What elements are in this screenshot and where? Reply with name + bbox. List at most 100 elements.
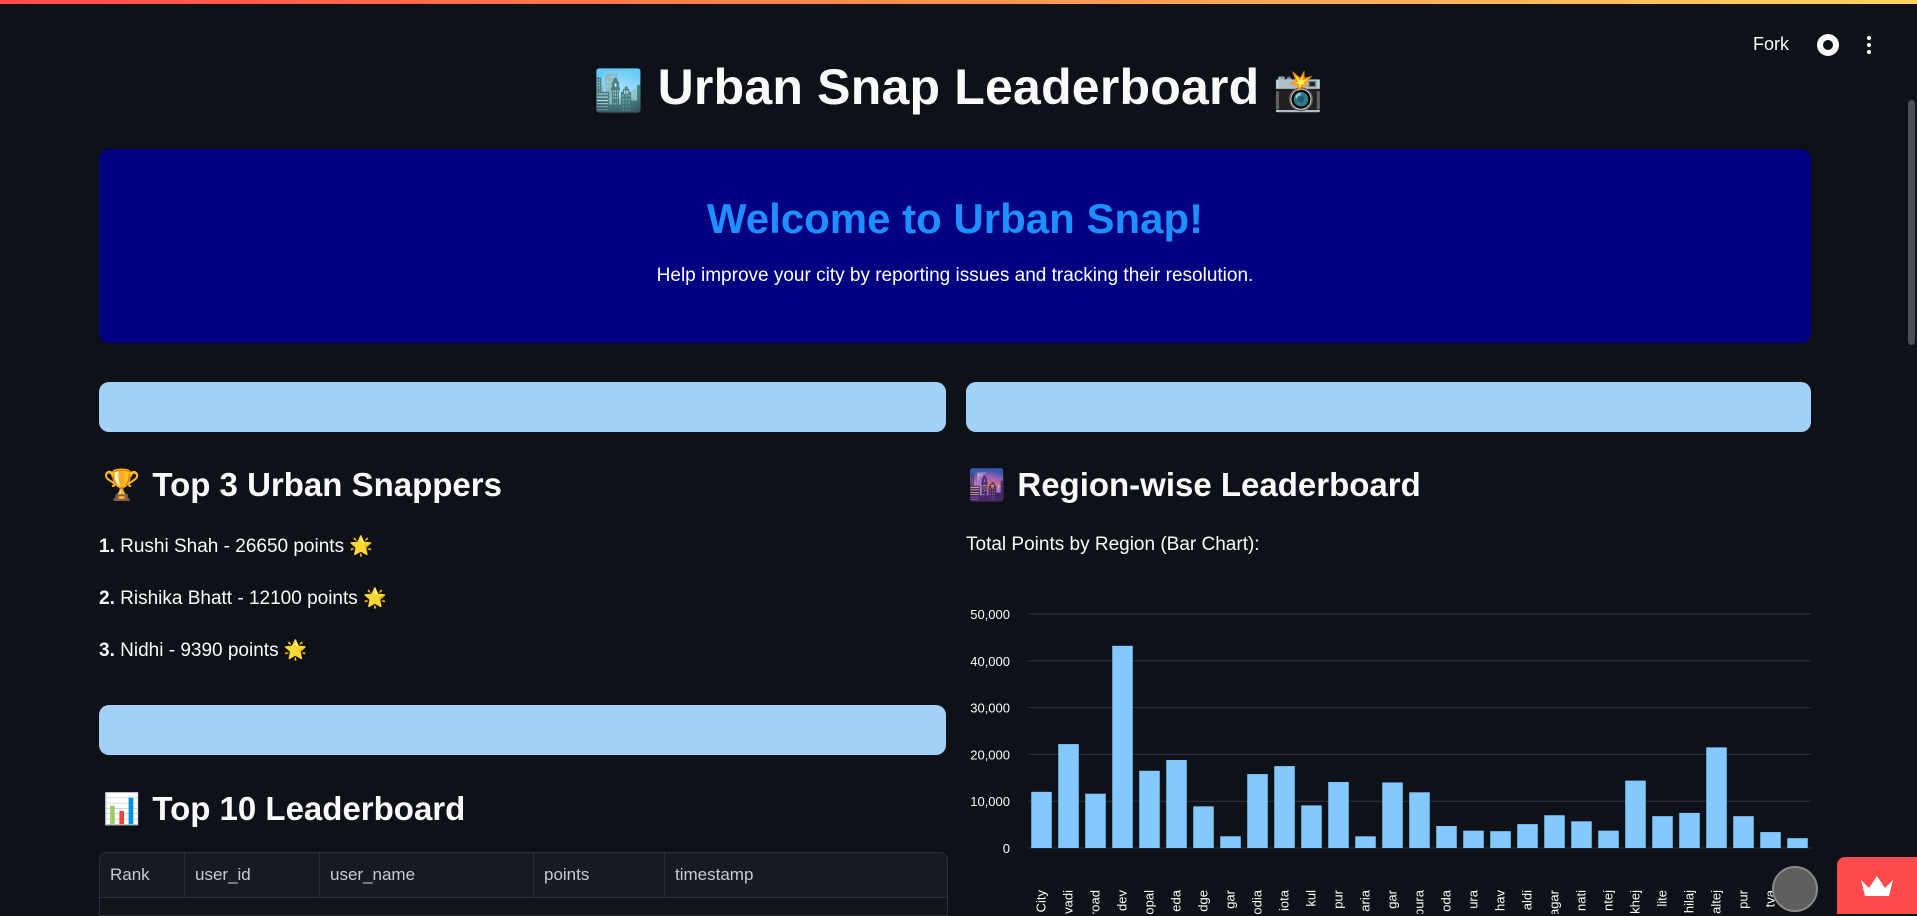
x-tick-label: gar (1385, 889, 1400, 908)
x-tick-label: gar (1223, 889, 1238, 908)
top3-item: 2. Rishika Bhatt - 12100 points 🌟 (99, 586, 387, 610)
column-header-user-name[interactable]: user_name (319, 853, 534, 898)
bar[interactable] (1706, 747, 1727, 848)
x-tick-label: kul (1304, 890, 1319, 907)
star-icon: 🌟 (283, 640, 308, 661)
top3-rank: 2. (99, 588, 115, 609)
x-tick-label: opal (1142, 890, 1157, 914)
region-bar-chart[interactable]: 0 10,000 20,000 30,000 40,000 50,000 City vadi r… (966, 590, 1811, 914)
bar[interactable] (1301, 805, 1322, 848)
bar[interactable] (1247, 774, 1268, 848)
bar[interactable] (1274, 766, 1295, 848)
y-tick-label: 20,000 (970, 747, 1010, 762)
blank-info-box-lower (99, 705, 946, 755)
x-tick-label: khej (1628, 890, 1643, 914)
top3-rank: 1. (99, 536, 115, 557)
x-tick-label: pur (1331, 889, 1346, 908)
x-tick-label: vadi (1061, 890, 1076, 914)
bar[interactable] (1517, 824, 1538, 848)
bar[interactable] (1571, 821, 1592, 848)
x-tick-label: eda (1169, 889, 1184, 911)
y-tick-label: 30,000 (970, 701, 1010, 716)
fork-button[interactable]: Fork (1753, 34, 1789, 54)
column-header-points[interactable]: points (533, 853, 665, 898)
x-tick-label: City (1034, 890, 1049, 913)
x-tick-label: pura (1412, 889, 1427, 914)
bar[interactable] (1328, 782, 1349, 848)
top3-heading-text: Top 3 Urban Snappers (152, 466, 502, 503)
bar[interactable] (1409, 792, 1430, 848)
bar[interactable] (1733, 816, 1754, 848)
avatar[interactable] (1772, 866, 1818, 912)
top10-heading: 📊 Top 10 Leaderboard (103, 790, 465, 828)
bar-chart-icon: 📊 (103, 792, 141, 826)
bar[interactable] (1436, 826, 1457, 848)
top3-text: Nidhi - 9390 points (120, 640, 279, 661)
x-tick-label: odia (1250, 889, 1265, 914)
top3-heading: 🏆 Top 3 Urban Snappers (103, 466, 502, 504)
bar[interactable] (1787, 838, 1808, 848)
top3-rank: 3. (99, 640, 115, 661)
region-heading-text: Region-wise Leaderboard (1017, 466, 1421, 503)
y-tick-label: 50,000 (970, 607, 1010, 622)
x-tick-label: hav (1493, 890, 1508, 911)
x-tick-label: iota (1277, 889, 1292, 911)
city-dusk-icon: 🌆 (968, 468, 1006, 502)
top3-text: Rishika Bhatt - 12100 points (120, 588, 358, 609)
page-scrollbar[interactable] (1908, 100, 1915, 345)
x-tick-label: ura (1466, 889, 1481, 909)
bar[interactable] (1355, 836, 1376, 848)
x-tick-label: dev (1115, 890, 1130, 911)
bar[interactable] (1463, 830, 1484, 848)
bar[interactable] (1112, 645, 1133, 848)
top10-heading-text: Top 10 Leaderboard (152, 790, 466, 827)
x-tick-label: road (1088, 890, 1103, 914)
bar[interactable] (1193, 806, 1214, 848)
welcome-subtitle: Help improve your city by reporting issu… (656, 265, 1254, 286)
bar[interactable] (1220, 836, 1241, 848)
crown-icon (1861, 875, 1893, 896)
bar[interactable] (1166, 760, 1187, 848)
y-tick-label: 10,000 (970, 794, 1010, 809)
region-heading: 🌆 Region-wise Leaderboard (968, 466, 1421, 504)
column-header-user-id[interactable]: user_id (184, 853, 320, 898)
camera-flash-icon: 📸 (1273, 69, 1324, 114)
x-tick-label: oda (1439, 889, 1454, 911)
bar[interactable] (1058, 744, 1079, 848)
x-tick-label: dge (1196, 890, 1211, 912)
bar[interactable] (1652, 816, 1673, 848)
page-title: 🏙️ Urban Snap Leaderboard 📸 (0, 58, 1917, 116)
x-tick-label: aria (1358, 889, 1373, 911)
bar[interactable] (1760, 832, 1781, 848)
top3-item: 3. Nidhi - 9390 points 🌟 (99, 638, 308, 662)
bar[interactable] (1382, 782, 1403, 848)
top-accent-bar (0, 0, 1917, 4)
bar[interactable] (1139, 770, 1160, 848)
bar[interactable] (1544, 815, 1565, 848)
bar[interactable] (1031, 791, 1052, 848)
blank-info-box-left (99, 382, 946, 432)
x-tick-label: altej (1709, 890, 1724, 914)
top3-text: Rushi Shah - 26650 points (120, 536, 345, 557)
table-header-row: Rank user_id user_name points timestamp (100, 853, 947, 898)
bar[interactable] (1679, 812, 1700, 848)
x-tick-label: hilaj (1682, 890, 1697, 913)
bar[interactable] (1085, 793, 1106, 848)
x-tick-label: lite (1655, 890, 1670, 907)
bar[interactable] (1598, 830, 1619, 848)
more-vertical-icon[interactable] (1861, 34, 1877, 56)
column-header-rank[interactable]: Rank (100, 853, 185, 898)
x-tick-label: pur (1736, 889, 1751, 908)
region-chart-caption: Total Points by Region (Bar Chart): (966, 534, 1260, 555)
leaderboard-table[interactable]: Rank user_id user_name points timestamp (99, 852, 948, 916)
welcome-title: Welcome to Urban Snap! (706, 195, 1204, 242)
top3-item: 1. Rushi Shah - 26650 points 🌟 (99, 534, 373, 558)
blank-info-box-right (966, 382, 1811, 432)
x-tick-label: aldi (1520, 890, 1535, 910)
github-icon[interactable] (1817, 33, 1839, 56)
column-header-timestamp[interactable]: timestamp (664, 853, 947, 898)
bar[interactable] (1490, 831, 1511, 848)
cityscape-icon: 🏙️ (593, 69, 644, 114)
bar[interactable] (1625, 780, 1646, 848)
streamlit-badge[interactable] (1837, 857, 1917, 914)
